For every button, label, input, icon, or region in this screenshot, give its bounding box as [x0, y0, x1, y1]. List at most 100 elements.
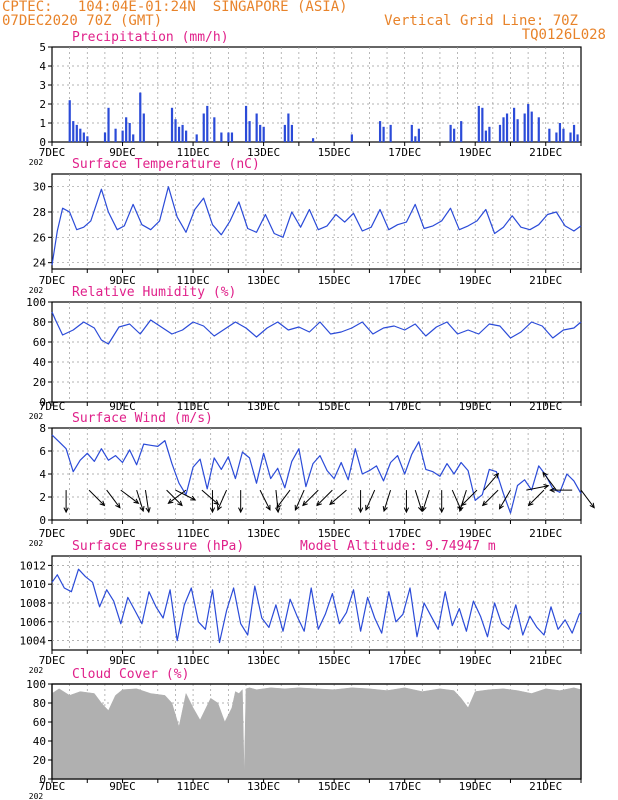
- humidity-ytick-label: 60: [33, 336, 46, 349]
- grid-line-note: Vertical Grid Line: 70Z: [384, 13, 578, 29]
- precip-bar: [449, 124, 452, 142]
- cloud-ytick-label: 100: [26, 678, 46, 691]
- pressure-xtick-label: 19DEC: [459, 654, 492, 667]
- wind-arrow-head: [294, 504, 300, 511]
- precip-bar: [128, 123, 131, 142]
- wind-ytick-label: 0: [39, 514, 46, 527]
- precipitation-xtick-label: 17DEC: [388, 146, 421, 159]
- precip-bar: [181, 124, 184, 142]
- precip-bar: [350, 134, 353, 142]
- precipitation-ytick-label: 0: [39, 136, 46, 149]
- cloud-xtick-label: 21DEC: [529, 780, 562, 793]
- wind-arrow-shaft: [166, 489, 183, 506]
- wind-arrow-shaft: [451, 489, 462, 511]
- cloud-ytick-label: 0: [39, 773, 46, 786]
- precip-bar: [125, 117, 128, 142]
- humidity-ytick-label: 0: [39, 396, 46, 409]
- wind-year-label: 202: [29, 539, 44, 548]
- precip-bar: [484, 130, 487, 142]
- wind-arrow-head: [99, 500, 106, 507]
- precip-bar: [230, 132, 234, 142]
- temperature-xtick-label: 13DEC: [247, 274, 280, 287]
- temperature-xtick-label: 11DEC: [177, 274, 210, 287]
- wind-arrow-shaft: [259, 489, 271, 511]
- wind-ytick-label: 2: [39, 491, 46, 504]
- cloud-frame-over: [51, 683, 582, 780]
- wind-arrow-shaft: [526, 485, 549, 491]
- temperature-ytick-label: 30: [33, 181, 46, 194]
- precip-bar: [72, 121, 75, 142]
- wind-arrow-head: [302, 500, 308, 507]
- wind-series-line: [51, 434, 582, 514]
- precip-bar: [572, 124, 576, 142]
- wind-title: Surface Wind (m/s): [72, 411, 213, 426]
- wind-arrow-head: [549, 487, 555, 493]
- precip-bar: [82, 132, 85, 142]
- precipitation-ytick-label: 3: [39, 79, 46, 92]
- precip-bar: [290, 124, 294, 142]
- precip-bar: [569, 132, 572, 142]
- wind-arrow-head: [177, 500, 183, 507]
- wind-arrow-head: [145, 507, 151, 514]
- precip-bar: [259, 124, 262, 142]
- wind-xtick-label: 13DEC: [247, 527, 280, 540]
- wind-arrow-shaft: [175, 489, 196, 501]
- precipitation-xtick-label: 13DEC: [247, 146, 280, 159]
- cloud-ytick-label: 40: [33, 735, 46, 748]
- precipitation-xtick-label: 21DEC: [529, 146, 562, 159]
- precipitation-xtick-label: 9DEC: [109, 146, 136, 159]
- wind-arrow-head: [421, 506, 427, 513]
- precip-bar: [195, 134, 198, 142]
- humidity-xtick-label: 17DEC: [388, 400, 421, 413]
- precip-bar: [206, 105, 209, 142]
- wind-arrow-head: [265, 504, 271, 511]
- wind-arrow-shaft: [461, 489, 478, 506]
- pressure-year-label: 202: [29, 666, 44, 675]
- model-altitude: Model Altitude: 9.74947 m: [300, 539, 496, 554]
- wind-arrow-shaft: [88, 489, 105, 506]
- humidity-panel: 0 20 40 60 80 100 7DEC 9DEC 11DEC 13DEC 15DEC 17DEC…: [26, 285, 582, 421]
- precip-bar: [213, 117, 216, 142]
- wind-arrow-shaft: [217, 489, 228, 511]
- humidity-ytick-label: 80: [33, 316, 46, 329]
- precip-bar: [283, 124, 286, 142]
- wind-arrow-head: [217, 504, 222, 511]
- temperature-year-label: 202: [29, 286, 44, 295]
- precip-bar: [121, 130, 124, 142]
- precip-bar: [477, 105, 480, 142]
- wind-arrow-shaft: [275, 490, 279, 513]
- precipitation-panel: 0 1 2 3 4 5 7DEC 9DEC 11DEC 13DEC 15DEC 17DEC 19DEC 2…: [29, 30, 582, 167]
- precip-bar: [498, 124, 502, 142]
- precipitation-xtick-label: 7DEC: [39, 146, 66, 159]
- precip-bar: [177, 126, 181, 142]
- wind-arrow-head: [63, 507, 69, 514]
- wind-arrow-head: [275, 507, 281, 514]
- cloud-cover-area: [51, 687, 582, 780]
- wind-arrow-shaft: [483, 473, 499, 491]
- precip-bar: [562, 128, 565, 142]
- humidity-year-label: 202: [29, 412, 44, 421]
- temperature-xtick-label: 17DEC: [388, 274, 421, 287]
- wind-arrow-head: [493, 472, 500, 479]
- precip-bar: [139, 92, 142, 142]
- wind-arrow-head: [460, 500, 467, 507]
- wind-arrow-head: [276, 502, 282, 509]
- humidity-xtick-label: 15DEC: [318, 400, 351, 413]
- cloud-ytick-label: 80: [33, 697, 46, 710]
- pressure-xtick-label: 9DEC: [109, 654, 136, 667]
- wind-xtick-label: 17DEC: [388, 527, 421, 540]
- cloud-xtick-label: 17DEC: [388, 780, 421, 793]
- precip-bar: [576, 134, 579, 142]
- wind-arrow-shaft: [316, 489, 333, 506]
- wind-arrow-head: [365, 504, 371, 511]
- pressure-xtick-label: 15DEC: [318, 654, 351, 667]
- temperature-series-line: [51, 186, 582, 266]
- humidity-series-line: [51, 311, 582, 345]
- cloud-title: Cloud Cover (%): [72, 667, 189, 682]
- precip-bar: [107, 107, 110, 142]
- humidity-xtick-label: 7DEC: [39, 400, 66, 413]
- wind-arrow-head: [458, 506, 464, 513]
- precip-bar: [488, 126, 491, 142]
- humidity-xtick-label: 13DEC: [247, 400, 280, 413]
- wind-arrow-shaft: [144, 490, 150, 513]
